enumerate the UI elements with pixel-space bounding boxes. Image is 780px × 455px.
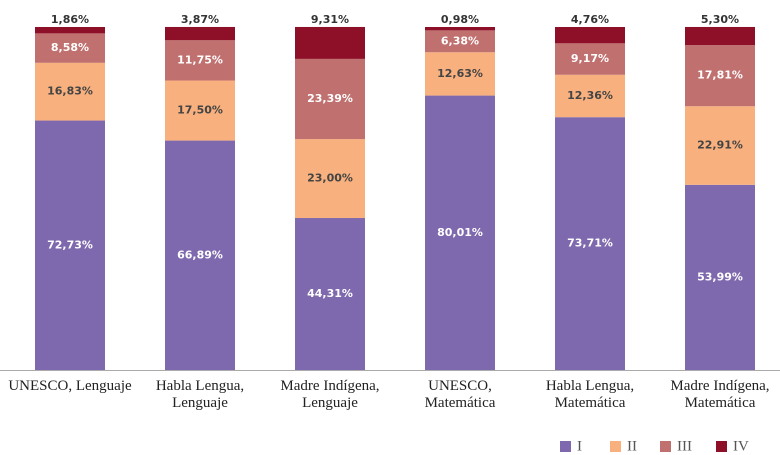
bar-segment bbox=[35, 33, 105, 63]
data-label: 0,98% bbox=[441, 13, 479, 26]
data-label: 12,36% bbox=[567, 89, 613, 102]
bar-segment bbox=[425, 52, 495, 96]
bar-segment bbox=[555, 43, 625, 75]
data-label: 3,87% bbox=[181, 13, 219, 26]
data-label: 11,75% bbox=[177, 53, 223, 66]
data-label: 80,01% bbox=[437, 226, 483, 239]
data-label: 9,31% bbox=[311, 13, 349, 26]
data-label: 16,83% bbox=[47, 85, 93, 98]
bar-segment bbox=[165, 26, 235, 41]
legend-label: IV bbox=[733, 438, 749, 454]
data-label: 5,30% bbox=[701, 13, 739, 26]
bar-segment bbox=[685, 106, 755, 185]
bar-segment bbox=[35, 27, 105, 34]
bar-segment bbox=[295, 58, 365, 140]
x-tick-label: UNESCO, Lenguaje bbox=[8, 378, 132, 394]
x-tick-label: Madre Indígena, Lenguaje bbox=[280, 378, 380, 411]
data-label: 17,50% bbox=[177, 104, 223, 117]
data-label: 22,91% bbox=[697, 139, 743, 152]
bar-segment bbox=[295, 218, 365, 370]
bar-segment bbox=[35, 62, 105, 121]
data-label: 66,89% bbox=[177, 248, 223, 261]
data-label: 72,73% bbox=[47, 238, 93, 251]
legend-swatch bbox=[660, 441, 671, 452]
data-label: 12,63% bbox=[437, 67, 483, 80]
data-label: 44,31% bbox=[307, 287, 353, 300]
x-tick-label: Habla Lengua, Lenguaje bbox=[155, 378, 245, 411]
x-tick-label: Madre Indígena, Matemática bbox=[670, 378, 770, 411]
data-label: 8,58% bbox=[51, 41, 89, 54]
bar-segment bbox=[35, 120, 105, 370]
legend-label: I bbox=[577, 438, 582, 454]
data-label: 23,00% bbox=[307, 172, 353, 185]
bar-segment bbox=[165, 40, 235, 81]
data-label: 53,99% bbox=[697, 270, 743, 283]
bar-segment bbox=[555, 27, 625, 44]
legend-label: II bbox=[627, 438, 637, 454]
data-label: 73,71% bbox=[567, 237, 613, 250]
bar-segment bbox=[685, 45, 755, 107]
data-label: 1,86% bbox=[51, 13, 89, 26]
legend-label: III bbox=[677, 438, 692, 454]
data-label: 17,81% bbox=[697, 69, 743, 82]
x-tick-label: UNESCO, Matemática bbox=[424, 378, 496, 411]
data-label: 23,39% bbox=[307, 92, 353, 105]
legend-swatch bbox=[560, 441, 571, 452]
bar-segment bbox=[555, 74, 625, 118]
bar-segment bbox=[165, 140, 235, 370]
bar-segment bbox=[425, 95, 495, 370]
bar-segment bbox=[685, 184, 755, 370]
x-tick-label: Habla Lengua, Matemática bbox=[545, 378, 635, 411]
bar-segment bbox=[165, 80, 235, 141]
data-label: 4,76% bbox=[571, 13, 609, 26]
legend-swatch bbox=[610, 441, 621, 452]
data-label: 6,38% bbox=[441, 34, 479, 47]
bar-segment bbox=[295, 26, 365, 59]
data-label: 9,17% bbox=[571, 52, 609, 65]
bar-segment bbox=[555, 117, 625, 370]
bar-segment bbox=[425, 30, 495, 53]
bar-segment bbox=[685, 26, 755, 46]
bar-segment bbox=[295, 139, 365, 219]
bar-segment bbox=[425, 27, 495, 31]
legend-swatch bbox=[716, 441, 727, 452]
